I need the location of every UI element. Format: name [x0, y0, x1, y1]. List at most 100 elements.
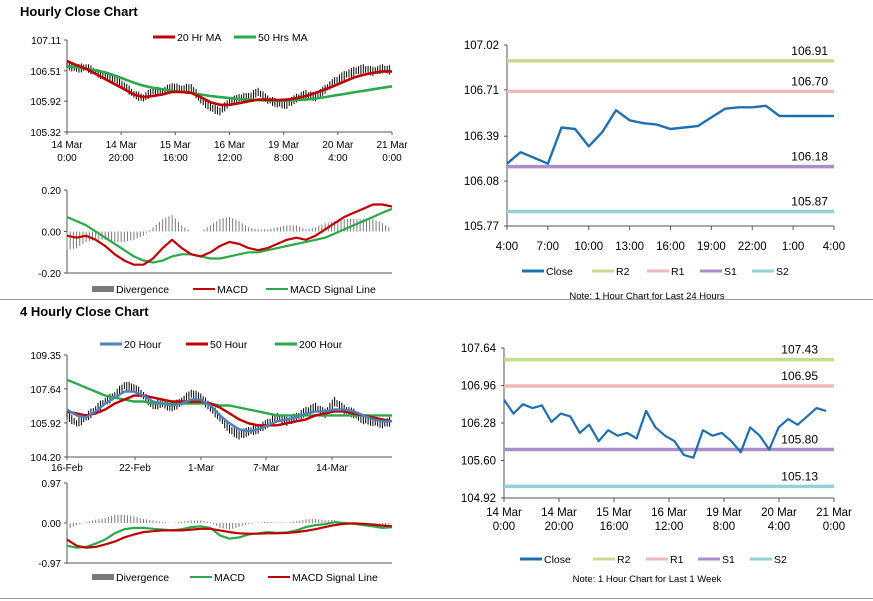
hourly-close-24h-level-label: 106.18 — [791, 150, 828, 164]
hourly-close-24h-ytick-label: 105.77 — [464, 221, 499, 233]
hourly-close-24h-legend-r1-label: R1 — [671, 266, 685, 278]
hourly-close-week-xtick-label: 0:00 — [493, 521, 515, 533]
hourly-close-24h-close-line — [506, 104, 834, 165]
hourly-price-ytick-label: 106.51 — [30, 67, 61, 78]
hourly-close-week-xtick-label: 16:00 — [600, 521, 629, 533]
section-divider — [0, 299, 873, 300]
hourly-price-xtick-label: 20 Mar — [322, 140, 354, 151]
hourly-close-week-legend-s1-label: S1 — [722, 554, 735, 566]
four-hourly-macd-legend-divergence-label: Divergence — [116, 572, 169, 584]
four-hourly-macd-signal-line — [66, 522, 393, 549]
hourly-price-xtick-label: 21 Mar — [376, 140, 408, 151]
hourly-macd-ytick-label: -0.20 — [38, 269, 61, 280]
hourly-close-24h-xtick-label: 13:00 — [615, 241, 644, 253]
hourly-close-week-xtick-label: 15 Mar — [596, 507, 632, 519]
four-hourly-price-ytick-label: 109.35 — [30, 351, 61, 362]
hourly-close-week-xtick-label: 8:00 — [713, 521, 735, 533]
hourly-price-xtick-label: 19 Mar — [268, 140, 300, 151]
four-hourly-price-ma200-line — [66, 378, 392, 417]
hourly-price-ytick-label: 105.92 — [30, 97, 61, 108]
four-hourly-price-xtick-label: 1-Mar — [188, 463, 215, 474]
hourly-close-week-xtick-label: 0:00 — [823, 521, 845, 533]
four-hourly-macd-macd-line — [66, 521, 393, 549]
hourly-close-week-ytick-label: 105.60 — [461, 456, 496, 468]
hourly-price-xtick-label: 15 Mar — [160, 140, 192, 151]
hourly-price-legend-ma20-label: 20 Hr MA — [177, 32, 221, 44]
four-hourly-macd-legend-divergence-swatch — [92, 574, 114, 580]
hourly-price-xtick-label: 14 Mar — [106, 140, 138, 151]
hourly-close-week-legend-r1-label: R1 — [670, 554, 684, 566]
hourly-macd-ytick-label: 0.00 — [42, 228, 62, 239]
four-hourly-price-legend-20-label: 20 Hour — [124, 339, 162, 351]
hourly-close-24h-note: Note: 1 Hour Chart for Last 24 Hours — [569, 291, 724, 302]
four-hourly-price-xtick-label: 7-Mar — [253, 463, 280, 474]
hourly-macd-ytick-label: 0.20 — [42, 186, 62, 197]
hourly-macd-signal-line — [66, 207, 393, 264]
hourly-price-ma20-line — [66, 59, 392, 107]
hourly-price-legend-ma50-label: 50 Hrs MA — [258, 32, 308, 44]
hourly-close-24h-level-label: 106.91 — [791, 44, 828, 58]
four-hourly-price-ma50-line — [66, 394, 393, 427]
hourly-close-week-xtick-label: 14 Mar — [486, 507, 522, 519]
four-hourly-price-legend-50-label: 50 Hour — [210, 339, 248, 351]
hourly-close-24h-level-label: 106.70 — [791, 74, 828, 88]
hourly-price-ytick-label: 105.32 — [30, 128, 61, 139]
four-hourly-macd-ytick-label: 0.00 — [42, 519, 62, 530]
hourly-price-xtick-label: 14 Mar — [51, 140, 83, 151]
hourly-close-24h-legend-s2-label: S2 — [776, 266, 789, 278]
hourly-price-xtick-label: 12:00 — [217, 153, 242, 164]
hourly-price-xtick-label: 8:00 — [274, 153, 294, 164]
hourly-close-week-ytick-label: 107.64 — [461, 343, 497, 355]
four-hourly-macd-ytick-label: -0.97 — [38, 559, 61, 570]
hourly-price-xtick-label: 0:00 — [382, 153, 402, 164]
four-hourly-price-ma20-line — [66, 390, 392, 433]
hourly-close-week-xtick-label: 12:00 — [655, 521, 684, 533]
hourly-close-week-close-line — [503, 399, 827, 459]
hourly-close-week-level-label: 107.43 — [781, 343, 818, 357]
hourly-price-xtick-label: 4:00 — [328, 153, 348, 164]
hourly-macd-legend-divergence-swatch — [92, 286, 114, 292]
hourly-close-week-xtick-label: 19 Mar — [706, 507, 742, 519]
hourly-macd-legend-macd-label: MACD — [217, 284, 248, 296]
hourly-close-24h-ytick-label: 107.02 — [464, 40, 499, 52]
hourly-close-week-xtick-label: 20:00 — [545, 521, 574, 533]
hourly-close-week-level-label: 105.13 — [781, 469, 818, 483]
hourly-close-24h-xtick-label: 7:00 — [537, 241, 559, 253]
hourly-close-24h-xtick-label: 10:00 — [574, 241, 603, 253]
hourly-close-week-note: Note: 1 Hour Chart for Last 1 Week — [573, 574, 722, 585]
four-hourly-price-ytick-label: 105.92 — [30, 419, 61, 430]
four-hourly-macd-ytick-label: 0.97 — [42, 479, 62, 490]
four-hourly-macd-legend-macd-label: MACD — [214, 572, 245, 584]
hourly-price-xtick-label: 16 Mar — [214, 140, 246, 151]
four-hourly-price-ytick-label: 104.20 — [30, 453, 61, 464]
hourly-close-24h-ytick-label: 106.71 — [464, 85, 499, 97]
hourly-price-xtick-label: 20:00 — [109, 153, 134, 164]
four-hourly-price-legend-200-label: 200 Hour — [299, 339, 343, 351]
hourly-close-week-legend-s2-label: S2 — [774, 554, 787, 566]
hourly-close-24h-legend-r2-label: R2 — [616, 266, 630, 278]
hourly-price-xtick-label: 0:00 — [57, 153, 77, 164]
hourly-macd-legend-signal-label: MACD Signal Line — [290, 284, 376, 296]
hourly-close-24h-legend-close-label: Close — [546, 266, 573, 278]
hourly-close-week-xtick-label: 14 Mar — [541, 507, 577, 519]
hourly-close-week-level-label: 105.80 — [781, 432, 818, 446]
hourly-close-24h-legend-s1-label: S1 — [724, 266, 737, 278]
hourly-close-week-ytick-label: 106.28 — [461, 418, 496, 430]
hourly-close-24h-xtick-label: 1:00 — [782, 241, 804, 253]
hourly-close-24h-xtick-label: 19:00 — [697, 241, 726, 253]
hourly-macd-macd-line — [66, 203, 393, 266]
hourly-close-24h-xtick-label: 22:00 — [738, 241, 767, 253]
hourly-price-ma50-line — [66, 64, 393, 102]
hourly-close-week-ytick-label: 106.96 — [461, 381, 496, 393]
hourly-close-week-level-label: 106.95 — [781, 369, 818, 383]
hourly-close-24h-ytick-label: 106.08 — [464, 176, 499, 188]
hourly-close-week-legend-r2-label: R2 — [617, 554, 631, 566]
hourly-price-ytick-label: 107.11 — [31, 36, 61, 47]
hourly-close-24h-xtick-label: 4:00 — [496, 241, 518, 253]
bottom-divider — [0, 598, 873, 599]
hourly-close-week-xtick-label: 21 Mar — [816, 507, 852, 519]
hourly-close-week-xtick-label: 20 Mar — [761, 507, 797, 519]
hourly-close-24h-ytick-label: 106.39 — [464, 131, 499, 143]
four-hourly-section-title: 4 Hourly Close Chart — [20, 304, 149, 319]
